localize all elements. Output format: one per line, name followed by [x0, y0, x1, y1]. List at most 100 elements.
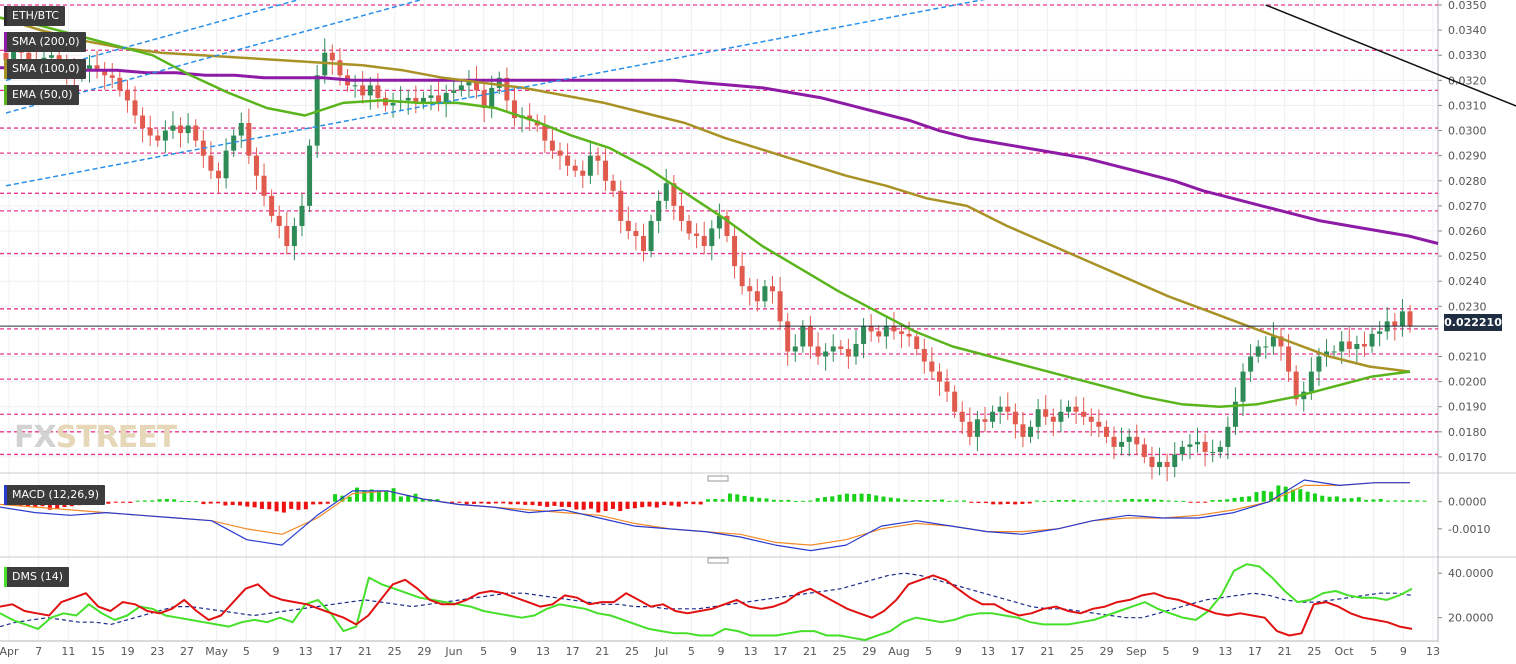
candle-body: [572, 165, 578, 171]
macd-histogram-bar: [596, 501, 601, 513]
dms-swatch: [4, 567, 7, 587]
candle-body: [701, 236, 707, 247]
candle-body: [1157, 461, 1163, 467]
macd-histogram-bar: [735, 494, 740, 502]
macd-histogram-bar: [157, 499, 162, 502]
candle-body: [1065, 406, 1071, 412]
candle-body: [162, 130, 168, 141]
candle-body: [967, 421, 973, 437]
sma100-label[interactable]: SMA (100,0): [4, 59, 86, 79]
macd-histogram-bar: [135, 500, 140, 502]
macd-histogram-bar: [1210, 500, 1215, 502]
panel-resize-handle-icon: [707, 475, 729, 482]
macd-histogram-bar: [289, 501, 294, 509]
candle-body: [109, 75, 115, 78]
macd-histogram-bar: [918, 499, 923, 502]
macd-histogram-bar: [1049, 500, 1054, 502]
candle-body: [640, 236, 646, 252]
candle-body: [929, 361, 935, 372]
macd-histogram-bar: [1166, 500, 1171, 502]
sma200-line: [0, 66, 1439, 245]
macd-histogram-bar: [1108, 500, 1113, 502]
candle-body: [777, 291, 783, 322]
candle-body: [1187, 444, 1193, 447]
candle-body: [1369, 333, 1375, 347]
macd-histogram-bar: [267, 501, 272, 510]
x-tick-label: 5: [243, 645, 250, 658]
symbol-label[interactable]: ETH/BTC: [4, 6, 65, 26]
candle-body: [1179, 446, 1185, 455]
candle-body: [451, 90, 457, 93]
candle-body: [1164, 461, 1170, 467]
macd-histogram-bar: [1415, 500, 1420, 502]
candle-body: [1324, 351, 1330, 357]
candle-body: [656, 200, 662, 221]
macd-histogram-bar: [1393, 500, 1398, 502]
macd-histogram-bar: [303, 501, 308, 510]
watermark-fx: FX: [14, 420, 57, 455]
ema50-label[interactable]: EMA (50,0): [4, 85, 79, 105]
macd-histogram-bar: [47, 501, 52, 510]
candle-body: [1392, 321, 1398, 327]
macd-histogram-bar: [647, 501, 652, 507]
candle-body: [124, 90, 130, 101]
macd-histogram-bar: [947, 500, 952, 502]
candle-body: [1088, 416, 1094, 422]
macd-histogram-bar: [662, 501, 667, 505]
grid-lines: Apr 7 11 15 19 23 27 May 5 9 13 17 21 25 29 Jun 5 9 13 17 21…: [0, 0, 1487, 658]
dms-minus-line: [0, 574, 1413, 637]
candle-body: [982, 419, 988, 422]
macd-histogram-bar: [479, 501, 484, 504]
sma200-label[interactable]: SMA (200,0): [4, 32, 86, 52]
candle-body: [914, 336, 920, 349]
macd-histogram-bar: [318, 501, 323, 505]
macd-histogram-bar: [706, 499, 710, 502]
symbol-swatch: [4, 6, 7, 26]
candle-body: [117, 77, 123, 91]
x-tick-label: 17: [328, 645, 342, 658]
macd-histogram-bar: [1027, 501, 1032, 504]
macd-histogram-bar: [1356, 497, 1361, 502]
candle-body: [906, 333, 912, 337]
dms-label[interactable]: DMS (14): [4, 567, 70, 587]
x-tick-label: 25: [833, 645, 847, 658]
macd-histogram-bar: [325, 501, 330, 504]
candle-body: [542, 125, 548, 141]
x-tick-label: 11: [61, 645, 75, 658]
macd-histogram-bar: [1269, 491, 1274, 502]
candle-body: [1020, 424, 1026, 437]
candle-body: [428, 95, 434, 98]
candle-body: [823, 351, 829, 357]
x-tick-label: 5: [1370, 645, 1377, 658]
candle-body: [1111, 436, 1117, 447]
macd-histogram-bar: [252, 501, 257, 508]
macd-histogram-bar: [793, 500, 798, 502]
macd-signal-line: [0, 482, 1410, 546]
candle-body: [694, 233, 700, 236]
candle-body: [663, 183, 669, 201]
candle-body: [238, 123, 244, 136]
macd-histogram-bar: [238, 501, 242, 506]
candle-body: [299, 205, 305, 226]
candle-body: [185, 125, 191, 134]
x-tick-label: 23: [150, 645, 164, 658]
macd-label[interactable]: MACD (12,26,9): [4, 485, 106, 505]
candle-body: [678, 205, 684, 221]
x-tick-label: 9: [955, 645, 962, 658]
macd-histogram-bar: [1035, 500, 1040, 502]
candle-body: [747, 286, 753, 292]
candle-body: [807, 326, 813, 347]
candle-body: [830, 346, 836, 352]
sma200-swatch: [4, 32, 7, 52]
x-tick-label: 17: [1011, 645, 1025, 658]
macd-histogram-bar: [150, 500, 155, 502]
candle-body: [1240, 371, 1246, 402]
candle-body: [587, 155, 593, 176]
macd-histogram-bar: [1013, 501, 1018, 505]
macd-histogram-bar: [1408, 500, 1412, 502]
macd-histogram-bar: [545, 501, 550, 507]
dms-y-tick-label: 40.0000: [1448, 567, 1494, 580]
x-tick-label: 25: [388, 645, 402, 658]
macd-histogram-bar: [1334, 496, 1339, 502]
